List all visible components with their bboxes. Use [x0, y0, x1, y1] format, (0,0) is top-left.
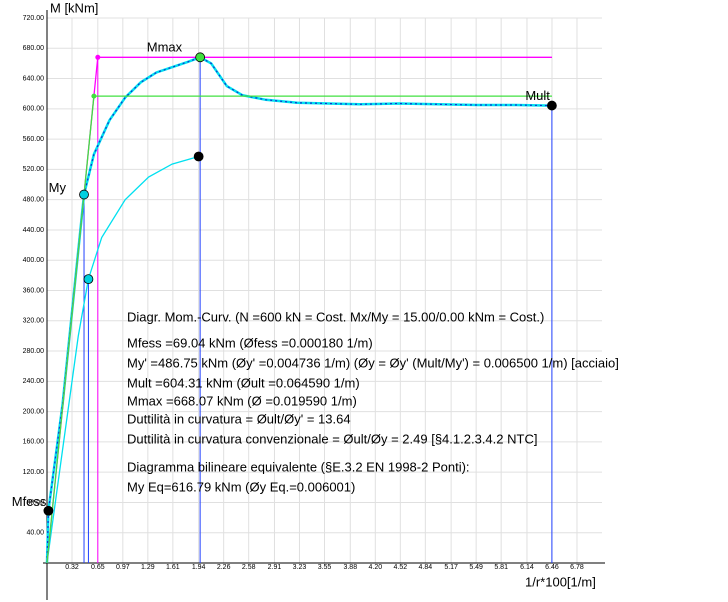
y-tick-label: 440.00: [23, 227, 45, 234]
point-label: My: [49, 180, 67, 195]
x-tick-label: 3.88: [343, 564, 357, 571]
point: [83, 274, 94, 285]
x-tick-label: 4.52: [394, 564, 408, 571]
x-tick-label: 6.46: [545, 564, 559, 571]
x-tick-label: 4.84: [419, 564, 433, 571]
x-tick-label: 2.58: [242, 564, 256, 571]
y-tick-label: 360.00: [23, 287, 45, 294]
y-tick-label: 120.00: [23, 469, 45, 476]
x-tick-label: 4.20: [368, 564, 382, 571]
x-tick-label: 2.91: [268, 564, 282, 571]
point-label: Mult: [525, 88, 550, 103]
y-tick-label: 320.00: [23, 318, 45, 325]
x-tick-label: 6.78: [570, 564, 584, 571]
curve-dash: [46, 56, 552, 564]
annotation: Mfess =69.04 kNm (Øfess =0.000180 1/m): [127, 335, 373, 350]
x-tick-label: 0.32: [65, 564, 79, 571]
x-tick-label: 1.61: [166, 564, 180, 571]
y-tick-label: 560.00: [23, 136, 45, 143]
x-tick-label: 5.17: [444, 564, 458, 571]
point: [91, 93, 97, 99]
annotation: My' =486.75 kNm (Øy' =0.004736 1/m) (Øy …: [127, 355, 619, 370]
x-tick-label: 0.97: [116, 564, 130, 571]
annotation: Mmax =668.07 kNm (Ø =0.019590 1/m): [127, 393, 357, 408]
y-tick-label: 480.00: [23, 197, 45, 204]
point: [193, 151, 204, 162]
point: [195, 52, 206, 63]
point: [43, 505, 54, 516]
y-tick-label: 280.00: [23, 348, 45, 355]
x-tick-label: 0.65: [91, 564, 105, 571]
annotation: My Eq=616.79 kNm (Øy Eq.=0.006001): [127, 479, 355, 494]
point-label: Mfess: [12, 494, 47, 509]
x-tick-label: 1.29: [141, 564, 155, 571]
annotation: Duttilità in curvatura convenzionale = Ø…: [127, 431, 537, 446]
curve: [46, 155, 199, 564]
y-tick-label: 40.00: [26, 530, 44, 537]
x-axis-label: 1/r*100[1/m]: [525, 574, 596, 589]
x-tick-label: 3.23: [293, 564, 307, 571]
annotation: Duttilità in curvatura = Øult/Øy' = 13.6…: [127, 411, 351, 426]
x-tick-label: 1.94: [192, 564, 206, 571]
annotation: Mult =604.31 kNm (Øult =0.064590 1/m): [127, 375, 360, 390]
y-tick-label: 80.00: [26, 499, 44, 506]
point-label: Mmax: [147, 40, 183, 55]
y-tick-label: 680.00: [23, 45, 45, 52]
y-tick-label: 720.00: [23, 15, 45, 22]
x-tick-label: 5.49: [469, 564, 483, 571]
y-tick-label: 240.00: [23, 378, 45, 385]
x-tick-label: 5.81: [494, 564, 508, 571]
point: [95, 54, 101, 60]
y-tick-label: 160.00: [23, 439, 45, 446]
y-tick-label: 200.00: [23, 408, 45, 415]
y-axis-label: M [kNm]: [50, 0, 98, 15]
x-tick-label: 2.26: [217, 564, 231, 571]
annotation: Diagramma bilineare equivalente (§E.3.2 …: [127, 459, 470, 474]
y-tick-label: 640.00: [23, 75, 45, 82]
point: [79, 189, 89, 200]
x-tick-label: 6.14: [520, 564, 534, 571]
x-tick-label: 3.55: [318, 564, 332, 571]
point: [546, 100, 557, 111]
y-tick-label: 520.00: [23, 166, 45, 173]
annotation: Diagr. Mom.-Curv. (N =600 kN = Cost. Mx/…: [127, 309, 544, 324]
y-tick-label: 600.00: [23, 106, 45, 113]
y-tick-label: 400.00: [23, 257, 45, 264]
